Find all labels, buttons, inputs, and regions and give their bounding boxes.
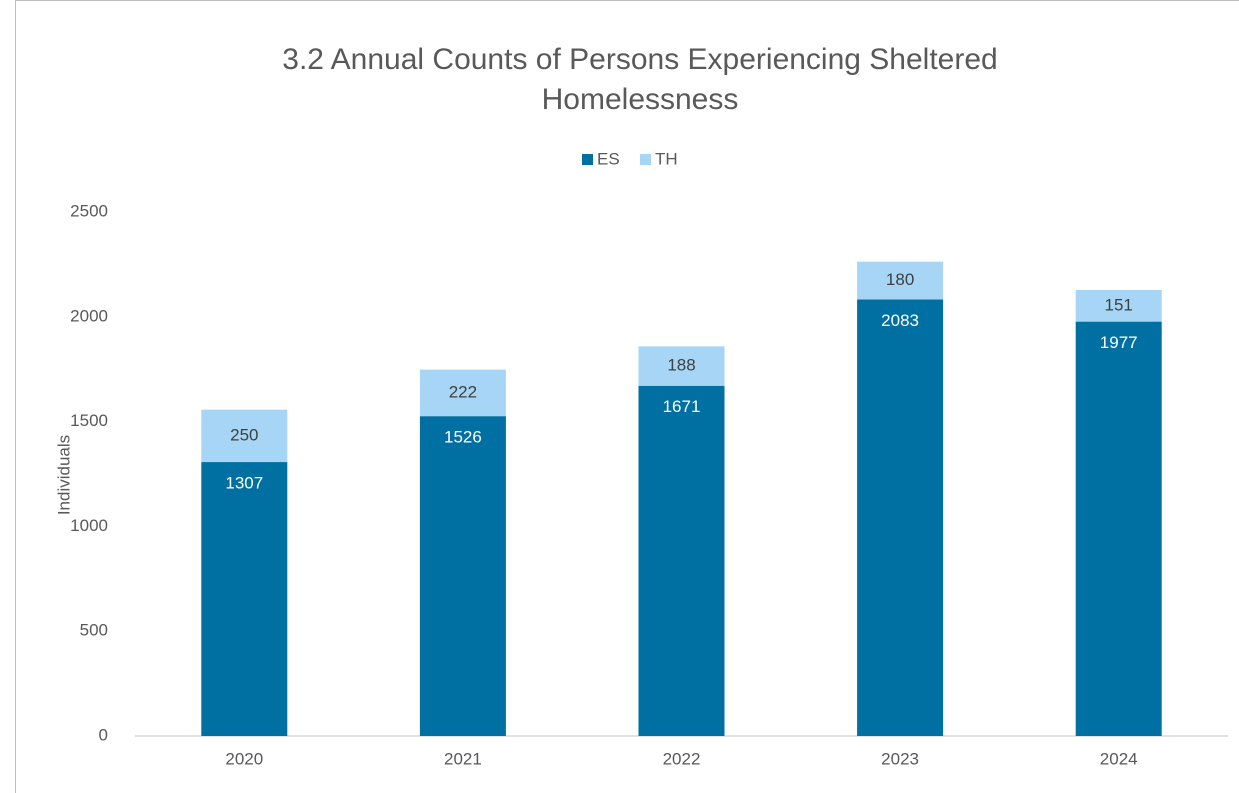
data-label: 250 xyxy=(230,425,258,444)
legend-label: ES xyxy=(597,149,620,168)
bar-segment xyxy=(857,299,944,736)
y-tick-label: 2000 xyxy=(70,306,108,325)
y-axis-label: Individuals xyxy=(54,435,73,515)
bar-segment xyxy=(201,409,288,463)
data-label: 1307 xyxy=(225,474,263,493)
y-tick-label: 500 xyxy=(80,621,108,640)
data-label: 1526 xyxy=(444,428,482,447)
x-tick-label: 2020 xyxy=(225,749,263,768)
bar-segment xyxy=(857,261,944,300)
data-label: 1671 xyxy=(663,397,701,416)
data-label: 180 xyxy=(886,270,914,289)
y-tick-label: 1000 xyxy=(70,516,108,535)
x-tick-label: 2022 xyxy=(663,749,701,768)
x-tick-label: 2023 xyxy=(881,749,919,768)
legend-label: TH xyxy=(655,149,678,168)
bar-segment xyxy=(638,385,725,736)
x-tick-label: 2024 xyxy=(1100,749,1138,768)
bar-segment xyxy=(201,462,288,736)
data-label: 151 xyxy=(1105,295,1133,314)
data-label: 222 xyxy=(449,382,477,401)
legend-swatch xyxy=(582,154,593,165)
y-tick-label: 0 xyxy=(99,725,108,744)
bar-segment xyxy=(1075,289,1162,322)
data-label: 1977 xyxy=(1100,333,1138,352)
data-label: 2083 xyxy=(881,311,919,330)
chart-title: 3.2 Annual Counts of Persons Experiencin… xyxy=(282,43,998,116)
bar-segment xyxy=(419,369,506,417)
bar-segment xyxy=(638,346,725,386)
x-tick-label: 2021 xyxy=(444,749,482,768)
y-tick-label: 1500 xyxy=(70,411,108,430)
bar-segment xyxy=(1075,321,1162,736)
bar-segment xyxy=(419,416,506,736)
data-label: 188 xyxy=(667,356,695,375)
chart-frame xyxy=(15,0,1239,793)
y-tick-label: 2500 xyxy=(70,201,108,220)
legend-swatch xyxy=(640,154,651,165)
